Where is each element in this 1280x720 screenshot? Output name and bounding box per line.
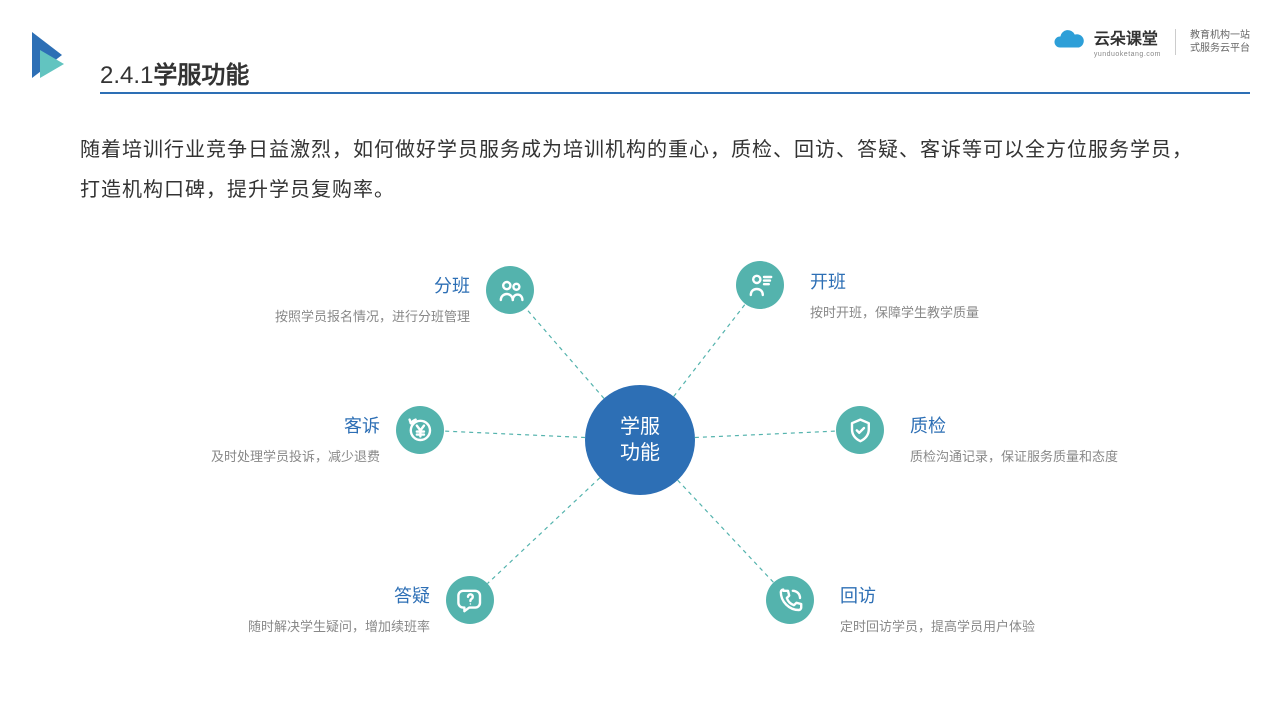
fenban-title: 分班 (170, 272, 470, 298)
center-label-1: 学服 (620, 416, 660, 438)
heading-underline (100, 92, 1250, 94)
body-paragraph: 随着培训行业竞争日益激烈，如何做好学员服务成为培训机构的重心，质检、回访、答疑、… (80, 130, 1210, 210)
slide: 2.4.1学服功能 云朵课堂 yunduoketang.com 教育机构一站 式… (0, 0, 1280, 720)
dayi-title: 答疑 (130, 582, 430, 608)
kaiban-icon (736, 261, 784, 309)
dayi-label-block: 答疑随时解决学生疑问，增加续班率 (130, 582, 430, 635)
huifang-desc: 定时回访学员，提高学员用户体验 (840, 616, 1140, 635)
zhijian-icon (836, 406, 884, 454)
kaiban-title: 开班 (810, 268, 1110, 294)
section-number: 2.4.1 (100, 62, 153, 89)
huifang-icon (766, 576, 814, 624)
logo-tag-line2: 式服务云平台 (1190, 42, 1250, 55)
logo-brand: 云朵课堂 (1094, 25, 1161, 49)
logo-text-block: 云朵课堂 yunduoketang.com (1094, 25, 1161, 58)
cloud-icon (1052, 30, 1086, 54)
fenban-label-block: 分班按照学员报名情况，进行分班管理 (170, 272, 470, 325)
slide-heading: 2.4.1学服功能 (100, 55, 249, 90)
center-label-2: 功能 (620, 442, 660, 464)
hub-diagram: 学服功能 分班按照学员报名情况，进行分班管理客诉及时处理学员投诉，减少退费答疑随时… (0, 230, 1280, 690)
kesu-desc: 及时处理学员投诉，减少退费 (80, 446, 380, 465)
section-title: 学服功能 (153, 62, 249, 89)
dayi-icon (446, 576, 494, 624)
logo: 云朵课堂 yunduoketang.com 教育机构一站 式服务云平台 (1052, 25, 1250, 58)
huifang-label-block: 回访定时回访学员，提高学员用户体验 (840, 582, 1140, 635)
kesu-title: 客诉 (80, 412, 380, 438)
fenban-icon (486, 266, 534, 314)
kesu-icon (396, 406, 444, 454)
kesu-label-block: 客诉及时处理学员投诉，减少退费 (80, 412, 380, 465)
huifang-title: 回访 (840, 582, 1140, 608)
logo-domain: yunduoketang.com (1094, 51, 1161, 58)
logo-tag-line1: 教育机构一站 (1190, 29, 1250, 42)
kaiban-desc: 按时开班，保障学生教学质量 (810, 302, 1110, 321)
zhijian-title: 质检 (910, 412, 1210, 438)
kaiban-label-block: 开班按时开班，保障学生教学质量 (810, 268, 1110, 321)
logo-tagline: 教育机构一站 式服务云平台 (1190, 29, 1250, 55)
corner-arrow-icon (30, 30, 70, 80)
zhijian-desc: 质检沟通记录，保证服务质量和态度 (910, 446, 1210, 465)
fenban-desc: 按照学员报名情况，进行分班管理 (170, 306, 470, 325)
dayi-desc: 随时解决学生疑问，增加续班率 (130, 616, 430, 635)
zhijian-label-block: 质检质检沟通记录，保证服务质量和态度 (910, 412, 1210, 465)
logo-separator (1175, 29, 1176, 55)
center-hub: 学服功能 (585, 385, 695, 495)
